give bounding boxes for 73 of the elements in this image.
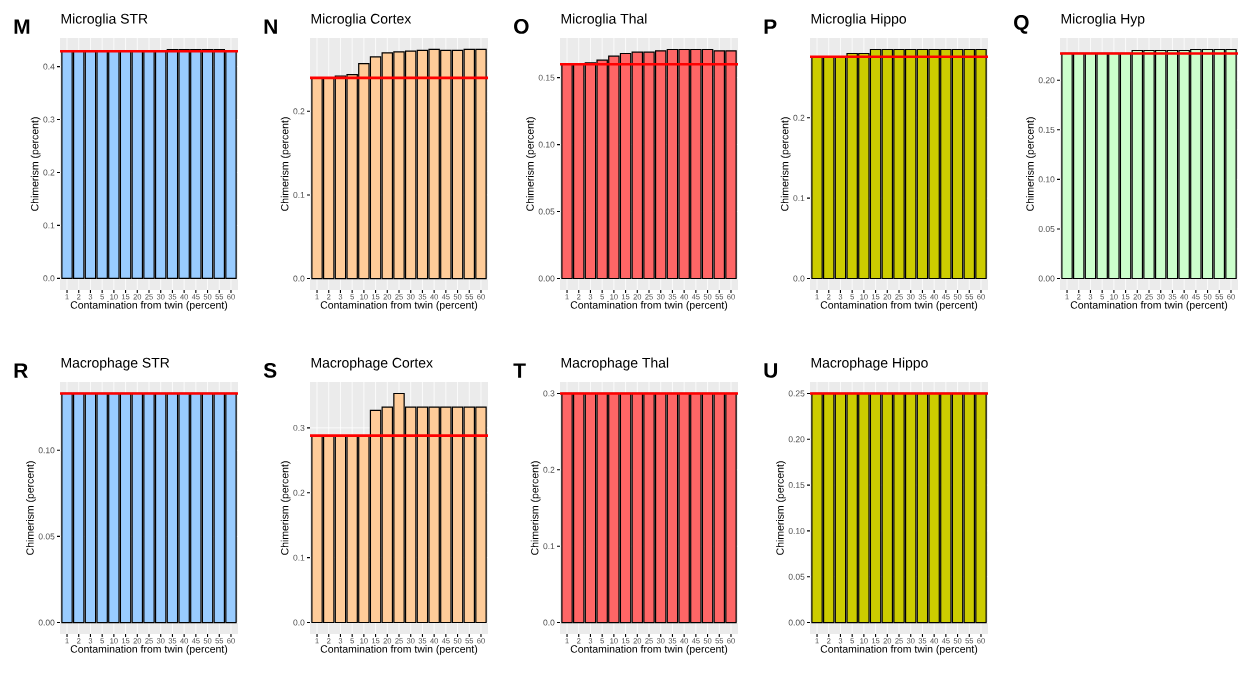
- y-tick-label: 0.15: [788, 482, 805, 489]
- y-axis-title: Chimerism (percent): [780, 117, 791, 211]
- y-axis-title: Chimerism (percent): [1026, 117, 1036, 211]
- text: S: [263, 362, 277, 378]
- y-tick-label: 0.0: [293, 275, 305, 282]
- y-tick-label: 0.10: [1038, 176, 1055, 183]
- y-tick-label: 0.00: [788, 619, 805, 626]
- x-axis-title: Contamination from twin (percent): [820, 301, 978, 311]
- y-axis-title: Chimerism (percent): [530, 461, 541, 555]
- y-tick-label: 0.00: [538, 275, 555, 282]
- y-tick-label: 0.05: [788, 573, 805, 580]
- chart-title: Macrophage Hippo: [811, 357, 928, 371]
- y-tick-label: 0.10: [38, 447, 55, 454]
- y-tick-label: 0.2: [293, 108, 305, 115]
- chart-title: Macrophage STR: [61, 357, 170, 371]
- y-axis-title: Chimerism (percent): [26, 461, 36, 555]
- y-tick-label: 0.3: [543, 390, 555, 397]
- y-tick-label: 0.20: [1038, 77, 1055, 84]
- y-axis-title: Chimerism (percent): [280, 461, 291, 555]
- y-tick-label: 0.0: [543, 619, 555, 626]
- x-axis-title: Contamination from twin (percent): [570, 645, 728, 655]
- y-tick-label: 0.10: [538, 141, 555, 148]
- y-tick-label: 0.0: [43, 275, 55, 282]
- text: N: [264, 19, 277, 34]
- y-tick-label: 0.00: [38, 619, 55, 626]
- y-tick-label: 0.1: [43, 222, 55, 229]
- chart-title: Microglia Thal: [561, 13, 647, 27]
- x-axis-title: Contamination from twin (percent): [1070, 301, 1228, 311]
- y-tick-label: 0.15: [1038, 126, 1055, 133]
- y-tick-label: 0.2: [793, 114, 805, 121]
- chart-title: Macrophage Thal: [561, 357, 669, 371]
- chart-title: Macrophage Cortex: [311, 357, 433, 371]
- y-axis-title: Chimerism (percent): [280, 117, 291, 211]
- text: M: [14, 19, 30, 34]
- y-tick-label: 0.05: [1038, 225, 1055, 232]
- y-tick-label: 0.3: [43, 116, 55, 123]
- y-tick-label: 0.2: [543, 466, 555, 473]
- text: R: [14, 363, 28, 378]
- text: U: [764, 363, 778, 378]
- y-tick-label: 0.2: [43, 169, 55, 176]
- y-tick-label: 0.2: [293, 489, 305, 496]
- chart-title: Microglia Hippo: [811, 13, 907, 27]
- y-tick-label: 0.0: [793, 275, 805, 282]
- y-tick-label: 0.1: [293, 554, 305, 561]
- text: O: [514, 18, 529, 34]
- y-tick-label: 0.3: [293, 424, 305, 431]
- y-tick-label: 0.00: [1038, 275, 1055, 282]
- y-tick-label: 0.1: [293, 191, 305, 198]
- y-tick-label: 0.0: [293, 619, 305, 626]
- chart-title: Microglia STR: [61, 13, 148, 27]
- y-axis-title: Chimerism (percent): [526, 117, 536, 211]
- text: Q: [1014, 15, 1029, 34]
- y-tick-label: 0.4: [43, 63, 55, 70]
- text: P: [764, 19, 777, 34]
- y-tick-label: 0.1: [543, 543, 555, 550]
- x-axis-title: Contamination from twin (percent): [820, 645, 978, 655]
- y-tick-label: 0.25: [788, 390, 805, 397]
- x-axis-title: Contamination from twin (percent): [320, 301, 478, 311]
- x-axis-title: Contamination from twin (percent): [320, 645, 478, 655]
- y-tick-label: 0.1: [793, 195, 805, 202]
- text: T: [513, 363, 526, 378]
- y-tick-label: 0.05: [538, 208, 555, 215]
- chart-title: Microglia Cortex: [311, 13, 412, 27]
- y-tick-label: 0.15: [538, 74, 555, 81]
- x-axis-title: Contamination from twin (percent): [70, 645, 228, 655]
- x-axis-title: Contamination from twin (percent): [570, 301, 728, 311]
- y-axis-title: Chimerism (percent): [30, 117, 41, 211]
- x-axis-title: Contamination from twin (percent): [70, 301, 228, 311]
- y-tick-label: 0.20: [788, 436, 805, 443]
- y-tick-label: 0.10: [788, 527, 805, 534]
- y-tick-label: 0.05: [38, 533, 55, 540]
- chart-title: Microglia Hyp: [1061, 13, 1145, 27]
- y-axis-title: Chimerism (percent): [776, 461, 786, 555]
